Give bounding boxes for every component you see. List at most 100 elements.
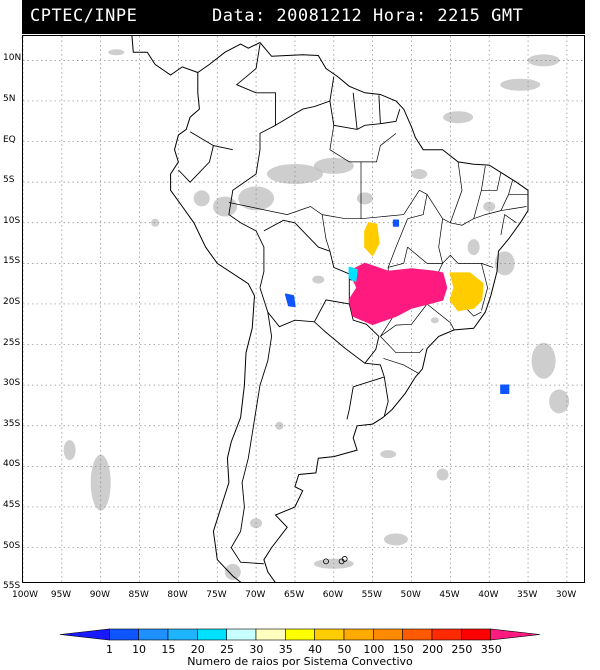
colorbar-title: Numero de raios por Sistema Convectivo bbox=[187, 655, 413, 668]
cloud-area bbox=[108, 49, 125, 56]
country-border bbox=[259, 219, 350, 328]
cloud-area bbox=[430, 317, 439, 324]
convective-system bbox=[392, 219, 400, 227]
country-border bbox=[314, 303, 380, 364]
cloud-area bbox=[213, 196, 238, 217]
state-border bbox=[321, 214, 331, 252]
colorbar-tick-label: 250 bbox=[451, 643, 473, 656]
lat-tick-label: 5S bbox=[3, 175, 15, 186]
convective-system bbox=[364, 222, 380, 256]
convective-system bbox=[449, 272, 484, 312]
state-border bbox=[407, 194, 444, 264]
colorbar-segment bbox=[402, 628, 433, 641]
colorbar-segment bbox=[285, 628, 315, 641]
cloud-area bbox=[527, 54, 560, 67]
colorbar-tick-label: 40 bbox=[308, 643, 323, 656]
colorbar-tick-label: 15 bbox=[161, 643, 176, 656]
lon-tick-label: 30W bbox=[555, 590, 577, 600]
colorbar-segment bbox=[431, 628, 462, 641]
lat-tick-label: 55S bbox=[3, 581, 21, 592]
cloud-area bbox=[63, 440, 76, 461]
cloud-area bbox=[531, 342, 556, 379]
colorbar-segment bbox=[109, 628, 139, 641]
cloud-area bbox=[224, 563, 241, 580]
lon-tick-label: 45W bbox=[439, 590, 460, 600]
cloud-area bbox=[193, 190, 210, 207]
country-border bbox=[346, 362, 385, 420]
state-border bbox=[473, 210, 501, 220]
country-border bbox=[275, 76, 335, 126]
country-border bbox=[383, 376, 389, 417]
state-border bbox=[383, 358, 420, 375]
coastline-and-borders bbox=[131, 36, 529, 582]
lat-tick-label: 40S bbox=[3, 459, 21, 470]
cloud-area bbox=[500, 78, 541, 91]
country-border bbox=[235, 44, 276, 175]
state-border bbox=[481, 263, 488, 311]
colorbar-segment bbox=[59, 628, 110, 641]
lon-tick-label: 40W bbox=[478, 590, 499, 600]
lat-tick-label: 35S bbox=[3, 418, 21, 429]
cloud-area bbox=[312, 275, 325, 284]
cloud-area bbox=[275, 421, 284, 430]
convective-systems bbox=[284, 219, 510, 395]
lon-tick-label: 80W bbox=[167, 590, 188, 600]
colorbar-segment bbox=[490, 628, 541, 641]
country-border bbox=[329, 100, 401, 130]
lat-tick-label: EQ bbox=[3, 134, 16, 145]
country-border bbox=[228, 173, 265, 288]
lat-tick-label: 45S bbox=[3, 499, 21, 510]
colorbar-tick-label: 10 bbox=[132, 643, 147, 656]
state-border bbox=[481, 172, 502, 191]
datetime-label: Data: 20081212 Hora: 2215 GMT bbox=[212, 6, 524, 26]
state-border bbox=[322, 161, 362, 220]
island bbox=[323, 558, 329, 565]
convective-system bbox=[348, 266, 358, 282]
cloud-area bbox=[443, 111, 474, 124]
cloud-area bbox=[383, 533, 408, 546]
lightning-map bbox=[23, 36, 584, 582]
colorbar-tick-label: 1 bbox=[106, 643, 114, 656]
lat-tick-label: 5N bbox=[3, 93, 16, 104]
colorbar-segment bbox=[167, 628, 198, 641]
cloud-area bbox=[436, 468, 449, 481]
cloud-area bbox=[380, 450, 397, 459]
lat-tick-label: 20S bbox=[3, 296, 21, 307]
cloud-area bbox=[483, 201, 496, 212]
lon-tick-label: 85W bbox=[128, 590, 149, 600]
colorbar-segment bbox=[461, 628, 491, 641]
state-border bbox=[500, 194, 527, 212]
lon-tick-label: 60W bbox=[322, 590, 344, 600]
cloud-area bbox=[549, 389, 570, 414]
colorbar-segment bbox=[226, 628, 257, 641]
country-border bbox=[352, 92, 358, 130]
lat-tick-label: 50S bbox=[3, 540, 21, 551]
map-area[interactable] bbox=[22, 35, 585, 583]
lon-tick-label: 35W bbox=[517, 590, 538, 600]
country-border bbox=[178, 145, 214, 183]
lon-tick-label: 95W bbox=[50, 590, 72, 600]
colorbar-tick-label: 200 bbox=[422, 643, 444, 656]
lat-tick-label: 30S bbox=[3, 378, 21, 389]
colorbar-segment bbox=[343, 628, 374, 641]
cloud-area bbox=[313, 157, 354, 174]
cloud-area bbox=[151, 218, 160, 227]
convective-system bbox=[348, 262, 448, 326]
state-border bbox=[442, 254, 494, 268]
cloud-layer bbox=[63, 49, 570, 580]
lon-tick-label: 65W bbox=[283, 590, 305, 600]
convective-system bbox=[500, 384, 510, 395]
colorbar-segment bbox=[138, 628, 169, 641]
lon-tick-label: 90W bbox=[89, 590, 111, 600]
island bbox=[341, 556, 348, 562]
colorbar-tick-label: 35 bbox=[278, 643, 293, 656]
colorbar-tick-label: 350 bbox=[480, 643, 502, 656]
country-border bbox=[378, 95, 381, 124]
state-border bbox=[329, 125, 397, 163]
state-border bbox=[228, 202, 323, 215]
lon-tick-label: 55W bbox=[361, 590, 382, 600]
state-border bbox=[442, 161, 463, 224]
colorbar-tick-label: 30 bbox=[249, 643, 264, 656]
colorbar-segment bbox=[255, 628, 286, 641]
lat-tick-label: 25S bbox=[3, 337, 21, 348]
